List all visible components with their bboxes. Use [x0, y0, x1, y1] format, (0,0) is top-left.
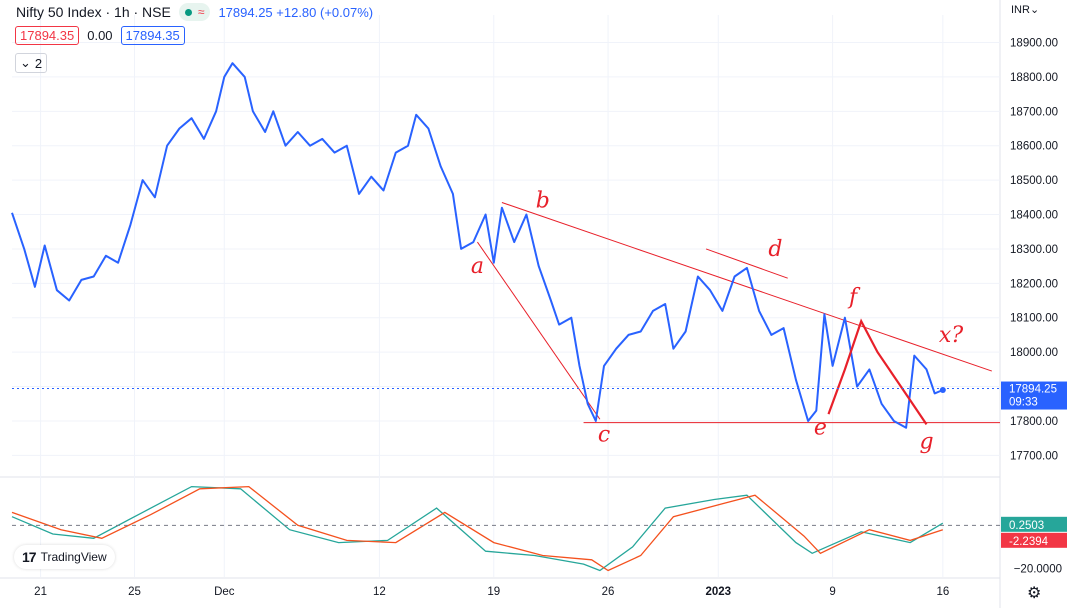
- y-tick-label: 18600.00: [1010, 141, 1058, 153]
- countdown-badge-value: 09:33: [1009, 397, 1038, 409]
- annotation-trendlines: [477, 202, 1000, 424]
- market-status-badge[interactable]: ≈: [178, 3, 211, 21]
- symbol-title[interactable]: Nifty 50 Index · 1h · NSE: [16, 4, 171, 20]
- x-tick-label: 21: [34, 586, 47, 598]
- y-tick-label: 18500.00: [1010, 175, 1058, 187]
- x-tick-label: 9: [829, 586, 835, 598]
- oscillator-fast-badge: [1001, 516, 1067, 532]
- chevron-down-icon: ⌄: [20, 55, 31, 70]
- oscillator-slow-badge: [1001, 532, 1067, 548]
- y-tick-label: 18700.00: [1010, 106, 1058, 118]
- x-tick-label: 26: [602, 586, 615, 598]
- gear-icon[interactable]: ⚙: [1027, 585, 1042, 602]
- y-tick-label: 18000.00: [1010, 347, 1058, 359]
- last-price-badge: [1001, 381, 1067, 410]
- y-tick-label: 17800.00: [1010, 416, 1058, 428]
- wave-icon: ≈: [197, 5, 205, 19]
- oscillator-slow-badge-value: -2.2394: [1009, 536, 1049, 548]
- time-axis[interactable]: 21 25 Dec 12 19 26 2023 9 16: [34, 586, 949, 598]
- y-tick-label: 18200.00: [1010, 278, 1058, 290]
- y-tick-label: 18800.00: [1010, 72, 1058, 84]
- currency-label: INR: [1011, 4, 1030, 16]
- chart-legend: Nifty 50 Index · 1h · NSE ≈ 17894.25 +12…: [16, 3, 373, 21]
- annotation-label: d: [768, 237, 782, 262]
- annotation-label: b: [536, 189, 550, 214]
- price-series-line: [11, 62, 944, 429]
- order-row: 17894.35 0.00 17894.35: [15, 26, 185, 45]
- y-tick-label: 18100.00: [1010, 313, 1058, 325]
- trendline: [477, 241, 601, 420]
- tradingview-watermark[interactable]: 17 TradingView: [14, 545, 115, 569]
- annotation-label: e: [814, 416, 827, 441]
- x-tick-label: Dec: [214, 586, 235, 598]
- oscillator-fast-line: [11, 485, 944, 572]
- market-open-dot-icon: [184, 8, 192, 16]
- buy-button[interactable]: 17894.35: [120, 26, 185, 45]
- currency-selector[interactable]: INR⌄: [1011, 3, 1039, 16]
- watermark-text: TradingView: [40, 550, 107, 564]
- x-tick-label: 16: [936, 586, 949, 598]
- y-tick-label: 18300.00: [1010, 244, 1058, 256]
- y-tick-label: 18900.00: [1010, 38, 1058, 50]
- chevron-down-icon: ⌄: [1029, 4, 1040, 16]
- spread-value: 0.00: [87, 28, 113, 43]
- annotation-markup-stroke: [827, 318, 928, 426]
- y-tick-label: 18400.00: [1010, 210, 1058, 222]
- annotation-label: x?: [939, 323, 963, 348]
- last-price-badge-value: 17894.25: [1009, 384, 1057, 396]
- last-price-readout: 17894.25 +12.80 (+0.07%): [218, 4, 374, 20]
- y-tick-label: 17700.00: [1010, 450, 1058, 462]
- oscillator-fast-badge-value: 0.2503: [1009, 520, 1044, 532]
- annotation-label: g: [919, 429, 933, 454]
- x-tick-label: 25: [128, 586, 141, 598]
- annotation-label: c: [598, 423, 610, 448]
- annotation-label: a: [471, 254, 484, 279]
- tradingview-logo-icon: 17: [22, 549, 37, 565]
- x-tick-label: 19: [487, 586, 500, 598]
- oscillator-tick-label: −20.0000: [1014, 563, 1062, 575]
- trendline: [705, 248, 788, 279]
- indicator-count: 2: [34, 55, 43, 71]
- indicator-collapse-button[interactable]: ⌄ 2: [15, 53, 48, 73]
- trendline: [501, 202, 992, 372]
- oscillator-pane: [11, 485, 1000, 572]
- x-tick-label: 12: [373, 586, 386, 598]
- sell-button[interactable]: 17894.35: [15, 26, 80, 45]
- oscillator-slow-line: [11, 485, 944, 572]
- x-tick-label: 2023: [706, 586, 732, 598]
- last-price-dot: [939, 386, 946, 393]
